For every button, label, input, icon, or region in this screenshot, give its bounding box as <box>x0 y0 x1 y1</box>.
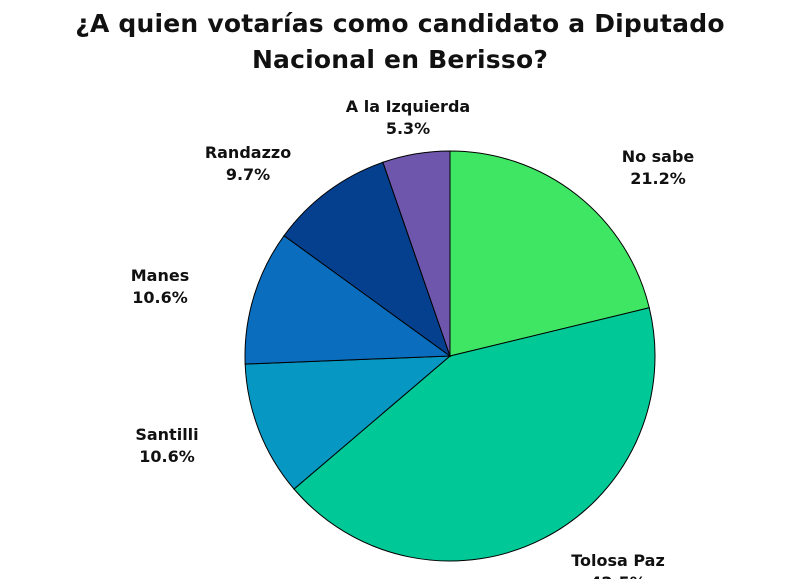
slice-value-label: 9.7% <box>226 165 270 184</box>
pie-slice-a-la-izquierda <box>382 150 451 357</box>
pie-slice-tolosa-paz <box>293 307 656 562</box>
slice-label: A la Izquierda <box>346 97 470 116</box>
pie-slice-manes <box>244 234 452 365</box>
pie-slice-santilli <box>244 355 452 490</box>
slice-value-label: 10.6% <box>139 447 195 466</box>
slice-value-label: 5.3% <box>386 119 430 138</box>
chart-title: ¿A quien votarías como candidato a Diput… <box>0 6 800 78</box>
slice-value-label: 10.6% <box>132 288 188 307</box>
chart-title-line-1: ¿A quien votarías como candidato a Diput… <box>75 9 725 38</box>
slice-label: No sabe <box>622 147 695 166</box>
chart-title-line-2: Nacional en Berisso? <box>251 45 549 74</box>
slice-label: Randazzo <box>205 143 291 162</box>
pie-slice-no-sabe <box>449 150 650 357</box>
pie-slice-randazzo <box>283 161 451 358</box>
slice-label: Tolosa Paz <box>571 551 665 570</box>
pie-slices <box>244 150 656 562</box>
slice-label: Santilli <box>135 425 198 444</box>
pie-labels: No sabe 21.2% Tolosa Paz 42.5% Santilli 10.6%… <box>131 97 695 579</box>
slice-label: Manes <box>131 266 189 285</box>
slice-value-label: 42.5% <box>590 573 646 579</box>
slice-value-label: 21.2% <box>630 169 686 188</box>
